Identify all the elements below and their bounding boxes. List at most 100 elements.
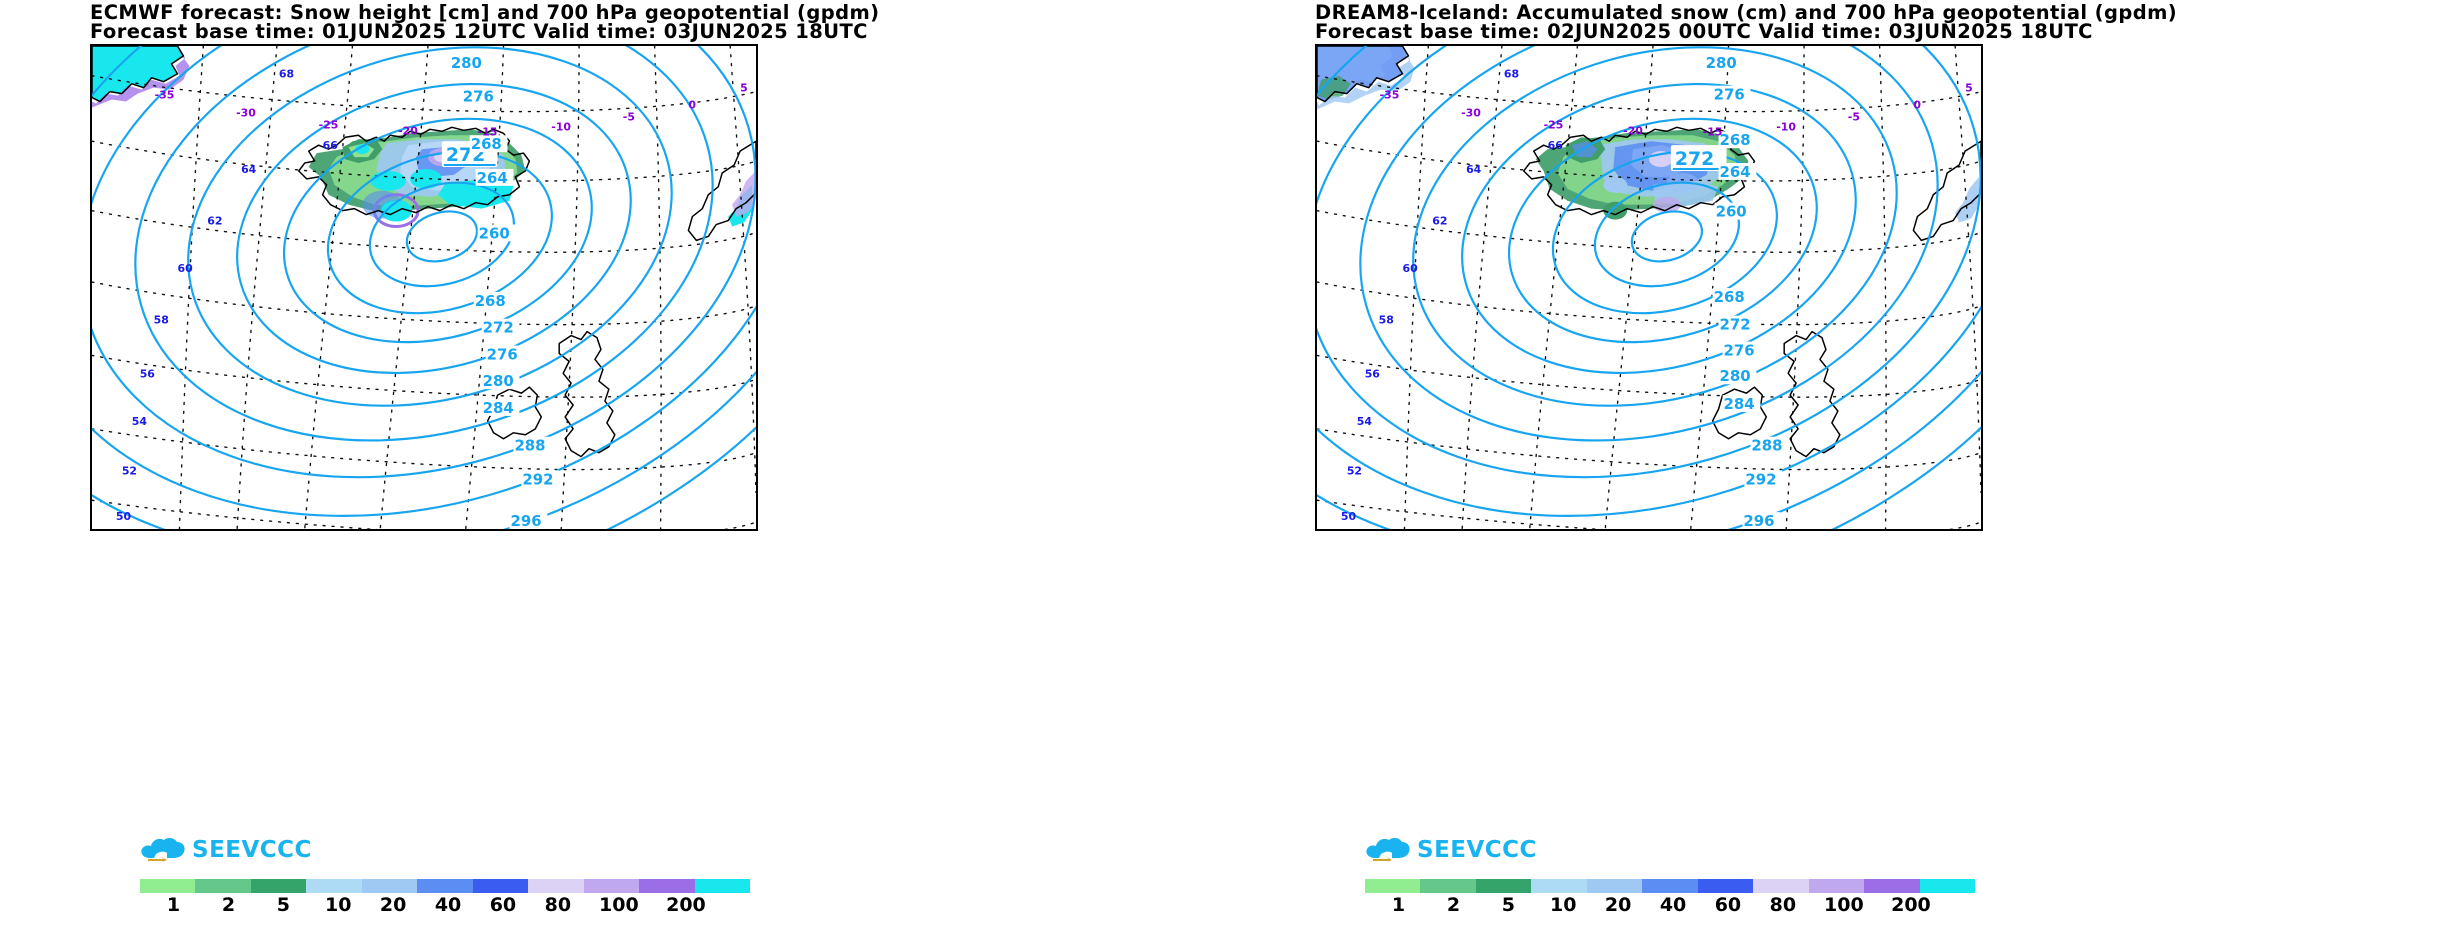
colorbar-tick: 10: [1550, 894, 1577, 916]
lon-label: -20: [398, 124, 418, 137]
contour-label: 272: [483, 319, 514, 337]
latitude-labels-right: 68 66 64 62 60 58 56 54 52 50: [1341, 68, 1563, 523]
contour-label: 260: [479, 224, 510, 242]
colorbar-swatch: [1919, 879, 1975, 893]
panel-title-line2-right: Forecast base time: 02JUN2025 00UTC Vali…: [1315, 19, 2093, 43]
contour-labels-left: 272: [441, 54, 560, 529]
lon-label: -35: [155, 89, 175, 102]
contour-label: 292: [1745, 470, 1776, 488]
lat-label: 66: [323, 139, 338, 152]
contour-label: 264: [1720, 163, 1751, 181]
lat-label: 68: [279, 68, 294, 81]
contour-label: 284: [1724, 395, 1755, 413]
colorbar-tick: 40: [434, 894, 462, 916]
map-svg-left: 272: [92, 46, 756, 529]
contour-label: 284: [483, 399, 514, 417]
colorbar-tick: 10: [325, 894, 352, 916]
colorbar-tick: 80: [1769, 894, 1797, 916]
map-canvas-right[interactable]: 272: [1315, 44, 1983, 531]
map-canvas-left[interactable]: 272: [90, 44, 758, 531]
cloud-icon: [140, 836, 186, 863]
longitude-labels-right: -35 -30 -25 -20 -15 -10 -5 0 5: [1380, 82, 1973, 139]
lon-label: -15: [1703, 125, 1723, 138]
lat-label: 60: [1402, 262, 1418, 275]
colorbar-swatch: [1808, 879, 1865, 893]
contour-label: 276: [1714, 86, 1745, 104]
lat-label: 64: [241, 163, 257, 176]
colorbar-swatch: [1586, 879, 1643, 893]
lat-label: 58: [154, 314, 169, 327]
colorbar-swatch: [694, 879, 750, 893]
contour-label: 268: [471, 135, 502, 153]
contour-label: 280: [483, 372, 514, 390]
colorbar-swatch: [361, 879, 418, 893]
colorbar-swatch: [195, 879, 251, 893]
logo-text: SEEVCCC: [192, 836, 312, 863]
lat-label: 50: [1341, 510, 1357, 523]
colorbar-ticks-left: 1 2 5 10 20 40 60 80 100 200: [140, 894, 750, 918]
snow-shading-left: [92, 46, 756, 228]
colorbar-left: [140, 879, 750, 893]
colorbar-tick: 5: [276, 894, 290, 916]
lon-label: 5: [740, 82, 748, 95]
colorbar-swatch: [417, 879, 473, 893]
colorbar-swatch: [528, 879, 584, 893]
lat-label: 56: [140, 367, 155, 380]
lat-label: 64: [1466, 163, 1482, 176]
latitude-labels-left: 68 66 64 62 60 58 56 54 52 50: [116, 68, 338, 523]
contour-label: 268: [1714, 288, 1745, 306]
colorbar-tick: 20: [1604, 894, 1632, 916]
lat-label: 62: [207, 215, 222, 228]
contour-label: 280: [451, 54, 482, 72]
colorbar-swatch: [1365, 879, 1421, 893]
colorbar-swatch: [1420, 879, 1476, 893]
colorbar-tick: 40: [1659, 894, 1687, 916]
contour-label: 280: [1706, 54, 1737, 72]
colorbar-ticks-right: 1 2 5 10 20 40 60 80 100 200: [1365, 894, 1975, 918]
lat-label: 54: [132, 415, 148, 428]
panel-title-line1-left: ECMWF forecast: Snow height [cm] and 700…: [90, 1, 880, 24]
lon-label: 0: [1913, 98, 1921, 111]
contour-label: 276: [463, 88, 494, 106]
colorbar-tick: 1: [166, 894, 181, 916]
lon-label: -5: [1848, 110, 1860, 123]
colorbar-tick: 100: [1824, 894, 1864, 916]
colorbar-swatch: [1475, 879, 1532, 893]
colorbar-tick: 20: [379, 894, 407, 916]
lat-label: 54: [1357, 415, 1373, 428]
colorbar-swatch: [306, 879, 362, 893]
colorbar-swatch: [140, 879, 196, 893]
contour-label: 264: [477, 169, 508, 187]
colorbar-tick: 100: [599, 894, 639, 916]
lat-label: 60: [177, 262, 193, 275]
contour-label: 268: [1720, 131, 1751, 149]
snow-shading-right: [1317, 46, 1980, 223]
lon-label: -25: [319, 118, 339, 131]
colorbar-swatch: [1753, 879, 1809, 893]
lon-label: -30: [1461, 106, 1481, 119]
colorbar-tick: 2: [1446, 894, 1461, 916]
colorbar-swatch: [1531, 879, 1587, 893]
colorbar-tick: 5: [1501, 894, 1515, 916]
panel-title-block-right: DREAM8-Iceland: Accumulated snow (cm) an…: [1315, 3, 2435, 43]
colorbar-swatch: [639, 879, 695, 893]
lon-label: -25: [1544, 118, 1564, 131]
logo-text: SEEVCCC: [1417, 836, 1537, 863]
lon-label: 5: [1965, 82, 1973, 95]
longitude-labels-left: -35 -30 -25 -20 -15 -10 -5 0 5: [155, 82, 748, 139]
contour-label: 268: [475, 292, 506, 310]
panel-title-line2-left: Forecast base time: 01JUN2025 12UTC Vali…: [90, 19, 868, 43]
contour-label: 280: [1720, 367, 1751, 385]
contour-label-272-right: 272: [1675, 148, 1714, 170]
lat-label: 56: [1365, 367, 1380, 380]
panel-title-block-left: ECMWF forecast: Snow height [cm] and 700…: [90, 1, 1210, 43]
seevccc-logo-right: SEEVCCC: [1365, 836, 1537, 863]
colorbar-tick: 200: [666, 894, 706, 916]
lat-label: 68: [1504, 68, 1519, 81]
colorbar-swatch: [250, 879, 307, 893]
panel-dream8: DREAM8-Iceland: Accumulated snow (cm) an…: [1225, 0, 2449, 925]
lon-label: -10: [1776, 120, 1796, 133]
contour-label: 296: [1743, 512, 1774, 529]
colorbar-swatch: [583, 879, 640, 893]
lon-label: -15: [478, 125, 498, 138]
